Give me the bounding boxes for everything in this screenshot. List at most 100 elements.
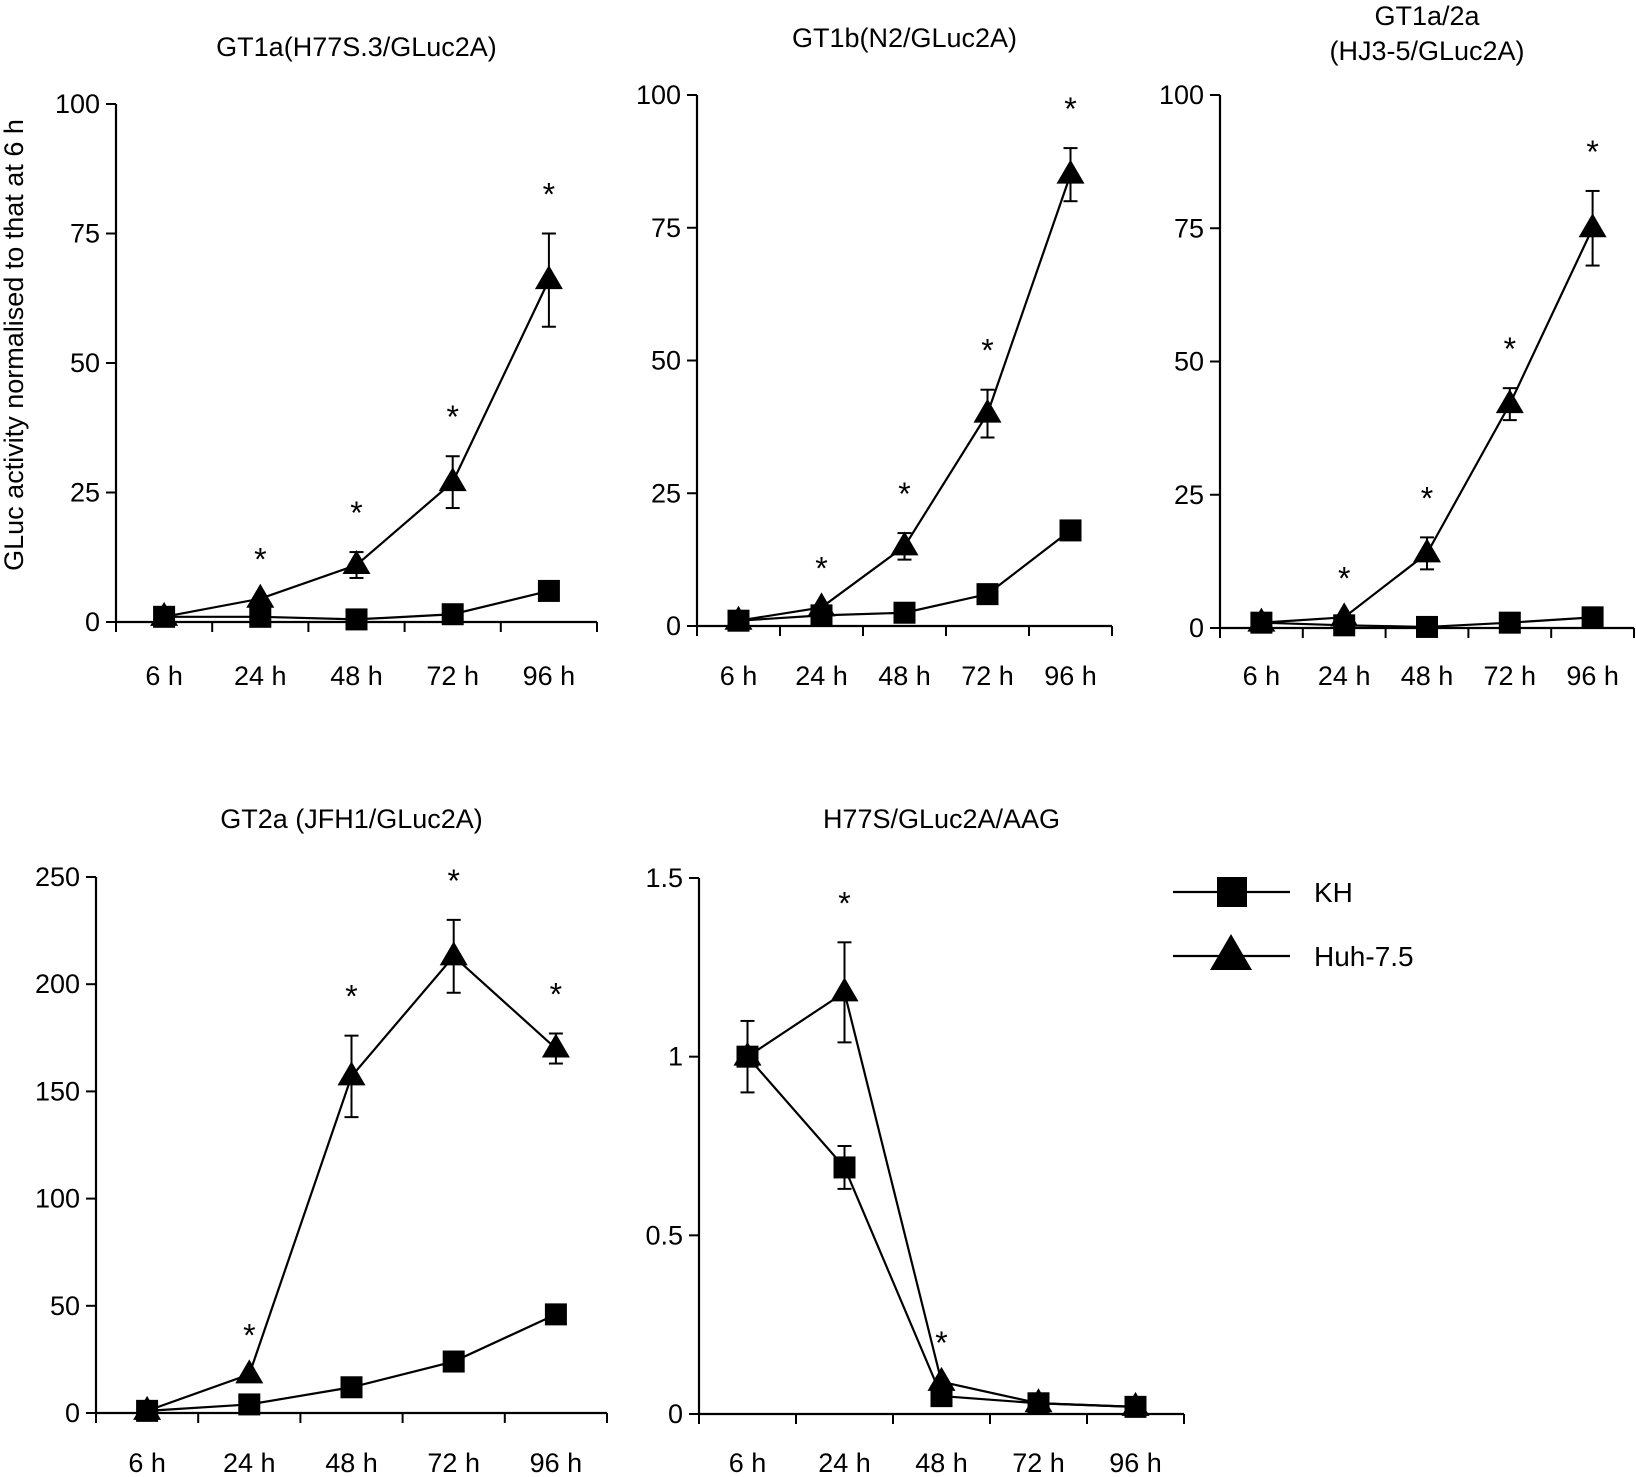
x-tick-label: 24 h xyxy=(223,1448,276,1477)
significance-marker: * xyxy=(1504,331,1516,367)
significance-marker: * xyxy=(543,177,555,213)
y-tick-label: 1.5 xyxy=(645,863,683,893)
significance-marker: * xyxy=(838,885,850,921)
y-tick-label: 0 xyxy=(85,607,100,637)
data-point-kh xyxy=(893,601,916,624)
y-tick-label: 75 xyxy=(651,213,681,243)
y-tick-label: 25 xyxy=(70,478,100,508)
data-point-huh-7-5 xyxy=(150,601,179,626)
y-tick-label: 75 xyxy=(70,219,100,249)
data-point-kh xyxy=(833,1156,856,1179)
data-point-huh-7-5 xyxy=(724,605,753,630)
legend: KH Huh-7.5 xyxy=(1173,877,1414,972)
data-point-huh-7-5 xyxy=(439,941,468,966)
data-point-kh xyxy=(1416,615,1438,638)
data-point-huh-7-5 xyxy=(1121,1391,1150,1416)
data-point-huh-7-5 xyxy=(1495,389,1524,414)
data-point-huh-7-5 xyxy=(342,550,371,575)
y-tick-label: 1 xyxy=(668,1042,683,1072)
chart-gt1a: GT1a(H77S.3/GLuc2A) 0 25 50 75 100 6 h 24 h 48 h… xyxy=(55,32,598,691)
data-point-huh-7-5 xyxy=(541,1033,570,1058)
data-point-huh-7-5 xyxy=(246,583,275,608)
data-point-huh-7-5 xyxy=(807,592,836,617)
y-tick-label: 150 xyxy=(35,1076,80,1106)
y-tick-label: 250 xyxy=(35,862,80,892)
y-tick-label: 25 xyxy=(651,478,681,508)
x-tick-label: 48 h xyxy=(915,1448,968,1477)
significance-marker: * xyxy=(254,542,266,578)
chart-title: GT1a/2a xyxy=(1374,1,1480,31)
significance-marker: * xyxy=(815,550,827,586)
chart-title: GT2a (JFH1/GLuc2A) xyxy=(220,804,483,834)
data-point-kh xyxy=(345,608,368,631)
x-tick-label: 96 h xyxy=(523,661,576,691)
x-tick-label: 72 h xyxy=(1012,1448,1065,1477)
data-point-huh-7-5 xyxy=(1413,538,1441,563)
data-point-huh-7-5 xyxy=(534,265,563,290)
significance-marker: * xyxy=(243,1317,255,1353)
x-tick-label: 6 h xyxy=(729,1448,767,1477)
y-tick-label: 0 xyxy=(668,1399,683,1429)
y-tick-label: 100 xyxy=(35,1184,80,1214)
data-point-kh xyxy=(1059,519,1082,542)
significance-marker: * xyxy=(350,495,362,531)
data-point-huh-7-5 xyxy=(830,977,859,1002)
significance-marker: * xyxy=(1586,134,1598,170)
data-point-huh-7-5 xyxy=(235,1359,264,1384)
y-tick-label: 25 xyxy=(1174,480,1204,510)
x-tick-label: 96 h xyxy=(1109,1448,1162,1477)
data-point-huh-7-5 xyxy=(337,1061,366,1086)
data-point-kh xyxy=(1498,611,1521,634)
x-tick-label: 48 h xyxy=(325,1448,378,1477)
data-point-kh xyxy=(441,603,464,626)
significance-marker: * xyxy=(1421,480,1433,516)
x-tick-label: 72 h xyxy=(426,661,479,691)
y-tick-label: 50 xyxy=(70,348,100,378)
x-tick-label: 6 h xyxy=(128,1448,166,1477)
significance-marker: * xyxy=(447,863,459,899)
data-point-huh-7-5 xyxy=(1578,213,1607,238)
legend-label: KH xyxy=(1314,877,1353,908)
x-tick-label: 6 h xyxy=(720,661,758,691)
y-tick-label: 50 xyxy=(1174,347,1204,377)
legend-item: KH xyxy=(1173,877,1353,908)
data-point-kh xyxy=(442,1350,465,1373)
significance-marker: * xyxy=(1064,91,1076,127)
chart-title: (HJ3-5/GLuc2A) xyxy=(1329,36,1524,66)
x-tick-label: 96 h xyxy=(1044,661,1097,691)
x-tick-label: 72 h xyxy=(1484,661,1537,691)
data-point-huh-7-5 xyxy=(1247,607,1276,632)
x-tick-label: 96 h xyxy=(530,1448,583,1477)
y-tick-label: 75 xyxy=(1174,213,1204,243)
x-tick-label: 24 h xyxy=(818,1448,871,1477)
y-tick-label: 0 xyxy=(65,1398,80,1428)
data-point-huh-7-5 xyxy=(1330,602,1359,627)
data-point-huh-7-5 xyxy=(973,398,1002,423)
x-tick-label: 72 h xyxy=(961,661,1014,691)
y-tick-label: 200 xyxy=(35,969,80,999)
x-tick-label: 48 h xyxy=(878,661,931,691)
data-point-huh-7-5 xyxy=(133,1395,162,1420)
legend-item: Huh-7.5 xyxy=(1173,934,1414,972)
significance-marker: * xyxy=(345,979,357,1015)
data-point-huh-7-5 xyxy=(733,1041,762,1066)
x-tick-label: 24 h xyxy=(1318,661,1371,691)
y-tick-label: 0 xyxy=(1189,613,1204,643)
y-tick-label: 50 xyxy=(651,346,681,376)
data-point-huh-7-5 xyxy=(1056,159,1085,184)
y-axis-label: GLuc activity normalised to that at 6 h xyxy=(0,119,29,571)
chart-gt1b: GT1b(N2/GLuc2A) 0 25 50 75 100 6 h 24 h 48 h 72 h… xyxy=(636,23,1113,691)
data-point-kh xyxy=(1581,606,1604,629)
x-tick-label: 48 h xyxy=(330,661,383,691)
y-tick-label: 100 xyxy=(1159,80,1204,110)
x-tick-label: 96 h xyxy=(1566,661,1619,691)
legend-triangle-marker xyxy=(1210,934,1252,970)
significance-marker: * xyxy=(446,399,458,435)
chart-aag: H77S/GLuc2A/AAG 0 0.5 1 1.5 6 h 24 h 48 h 72 h 96… xyxy=(645,804,1185,1477)
y-tick-label: 100 xyxy=(636,80,681,110)
data-point-huh-7-5 xyxy=(890,531,919,556)
chart-title: GT1b(N2/GLuc2A) xyxy=(792,23,1017,53)
data-point-huh-7-5 xyxy=(1024,1388,1053,1413)
significance-marker: * xyxy=(935,1325,947,1361)
